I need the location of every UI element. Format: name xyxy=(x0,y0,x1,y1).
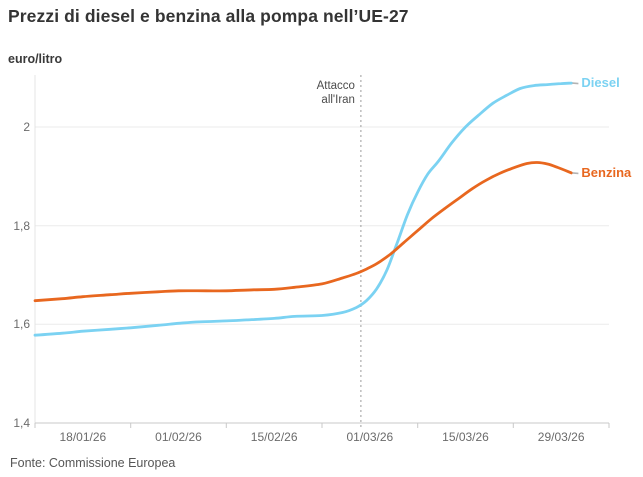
series-label-benzina: Benzina xyxy=(581,164,632,180)
event-annotation-line2: all'Iran xyxy=(321,93,355,106)
y-axis-unit-label: euro/litro xyxy=(8,52,63,66)
event-annotation: Attacco all'Iran xyxy=(317,80,355,107)
event-annotation-line1: Attacco xyxy=(316,80,355,92)
chart-title: Prezzi di diesel e benzina alla pompa ne… xyxy=(8,6,409,26)
series-line-diesel xyxy=(33,81,573,337)
x-tick-label-01-03-26: 01/03/26 xyxy=(346,430,394,444)
leader-diesel xyxy=(572,82,579,85)
x-tick-label-29-03-26: 29/03/26 xyxy=(537,430,585,444)
x-tick-label-01-02-26: 01/02/26 xyxy=(155,430,202,444)
x-tick-label-18-01-26: 18/01/26 xyxy=(59,430,107,444)
y-tick-label-2: 2 xyxy=(23,120,30,134)
x-tick-label-15-03-26: 15/03/26 xyxy=(442,430,489,444)
y-tick-label-1.8: 1,8 xyxy=(13,218,30,233)
source-note: Fonte: Commissione Europea xyxy=(10,456,176,470)
x-tick-label-15-02-26: 15/02/26 xyxy=(250,430,298,444)
y-tick-label-1.6: 1,6 xyxy=(13,317,30,332)
series-label-diesel: Diesel xyxy=(581,75,620,91)
y-tick-label-1.4: 1,4 xyxy=(13,416,30,430)
series-line-benzina xyxy=(33,161,573,303)
leader-benzina xyxy=(572,172,579,175)
